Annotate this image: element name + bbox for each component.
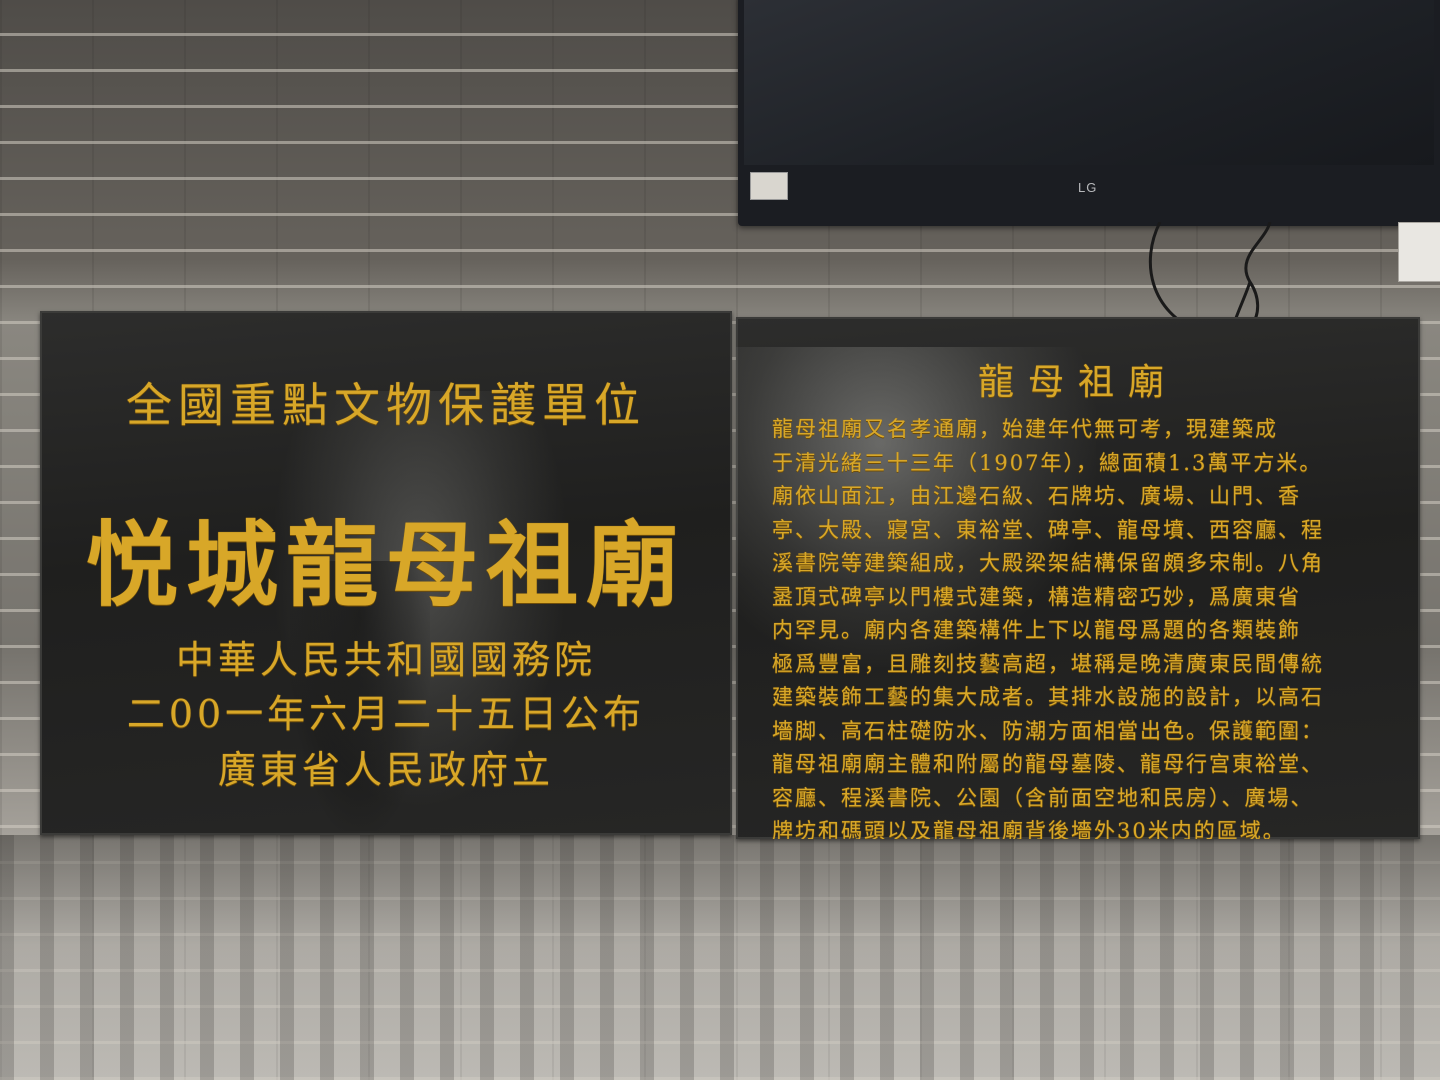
tv-sticker (750, 172, 788, 200)
inscription-line: 極爲豐富，且雕刻技藝高超，堪稱是晚清廣東民間傳統 (772, 651, 1324, 676)
inscription-title: 龍母祖廟 (977, 362, 1178, 403)
tablet-title: 悦城龍母祖廟 (85, 511, 686, 619)
inscription-line: 龍母祖廟廟主體和附屬的龍母墓陵、龍母行宫東裕堂、 (772, 752, 1324, 776)
tablet-erector: 廣東省人民政府立 (217, 748, 554, 792)
inscription-line: 内罕見。廟内各建築構件上下以龍母爲題的各類裝飾 (772, 618, 1301, 642)
inscription-line: 盝頂式碑亭以門樓式建築，構造精密巧妙，爲廣東省 (772, 584, 1301, 609)
inscription-line: 牌坊和碼頭以及龍母祖廟背後墻外30米内的區域。 (772, 819, 1286, 839)
inscription-line: 廟依山面江，由江邊石級、石牌坊、廣場、山門、香 (772, 484, 1301, 508)
inscription-line: 亭、大殿、寢宮、東裕堂、碑亭、龍母墳、西容廳、程 (772, 517, 1324, 542)
tablet-heading: 全國重點文物保護單位 (126, 378, 646, 432)
inscription-line: 建築裝飾工藝的集大成者。其排水設施的設計，以高石 (772, 685, 1324, 709)
tablet-date: 二00一年六月二十五日公布 (126, 692, 646, 736)
inscription-line: 容廳、程溪書院、公園（含前面空地和民房）、廣場、 (772, 785, 1314, 810)
power-outlet (1398, 222, 1440, 282)
wall-mounted-tv: LG (738, 0, 1440, 226)
inscription-line: 墻脚、高石柱礎防水、防潮方面相當出色。保護範圍： (772, 718, 1324, 743)
inscription-body: 龍母祖廟又名孝通廟，始建年代無可考，現建築成 于清光緒三十三年（1907年），總… (772, 413, 1392, 839)
heritage-tablet-left: 全國重點文物保護單位 悦城龍母祖廟 中華人民共和國國務院 二00一年六月二十五日… (40, 311, 732, 835)
inscription-line: 于清光緒三十三年（1907年），總面積1.3萬平方米。 (772, 450, 1323, 475)
tablet-issuer: 中華人民共和國國務院 (175, 638, 596, 682)
tv-brand-logo: LG (1078, 180, 1098, 195)
inscription-line: 溪書院等建築組成，大殿梁架結構保留頗多宋制。八角 (772, 551, 1324, 575)
wall-water-stain (0, 835, 1440, 1080)
tv-screen (744, 0, 1434, 165)
inscription-line: 龍母祖廟又名孝通廟，始建年代無可考，現建築成 (772, 417, 1278, 441)
heritage-tablet-right: 龍母祖廟 龍母祖廟又名孝通廟，始建年代無可考，現建築成 于清光緒三十三年（190… (736, 317, 1420, 839)
